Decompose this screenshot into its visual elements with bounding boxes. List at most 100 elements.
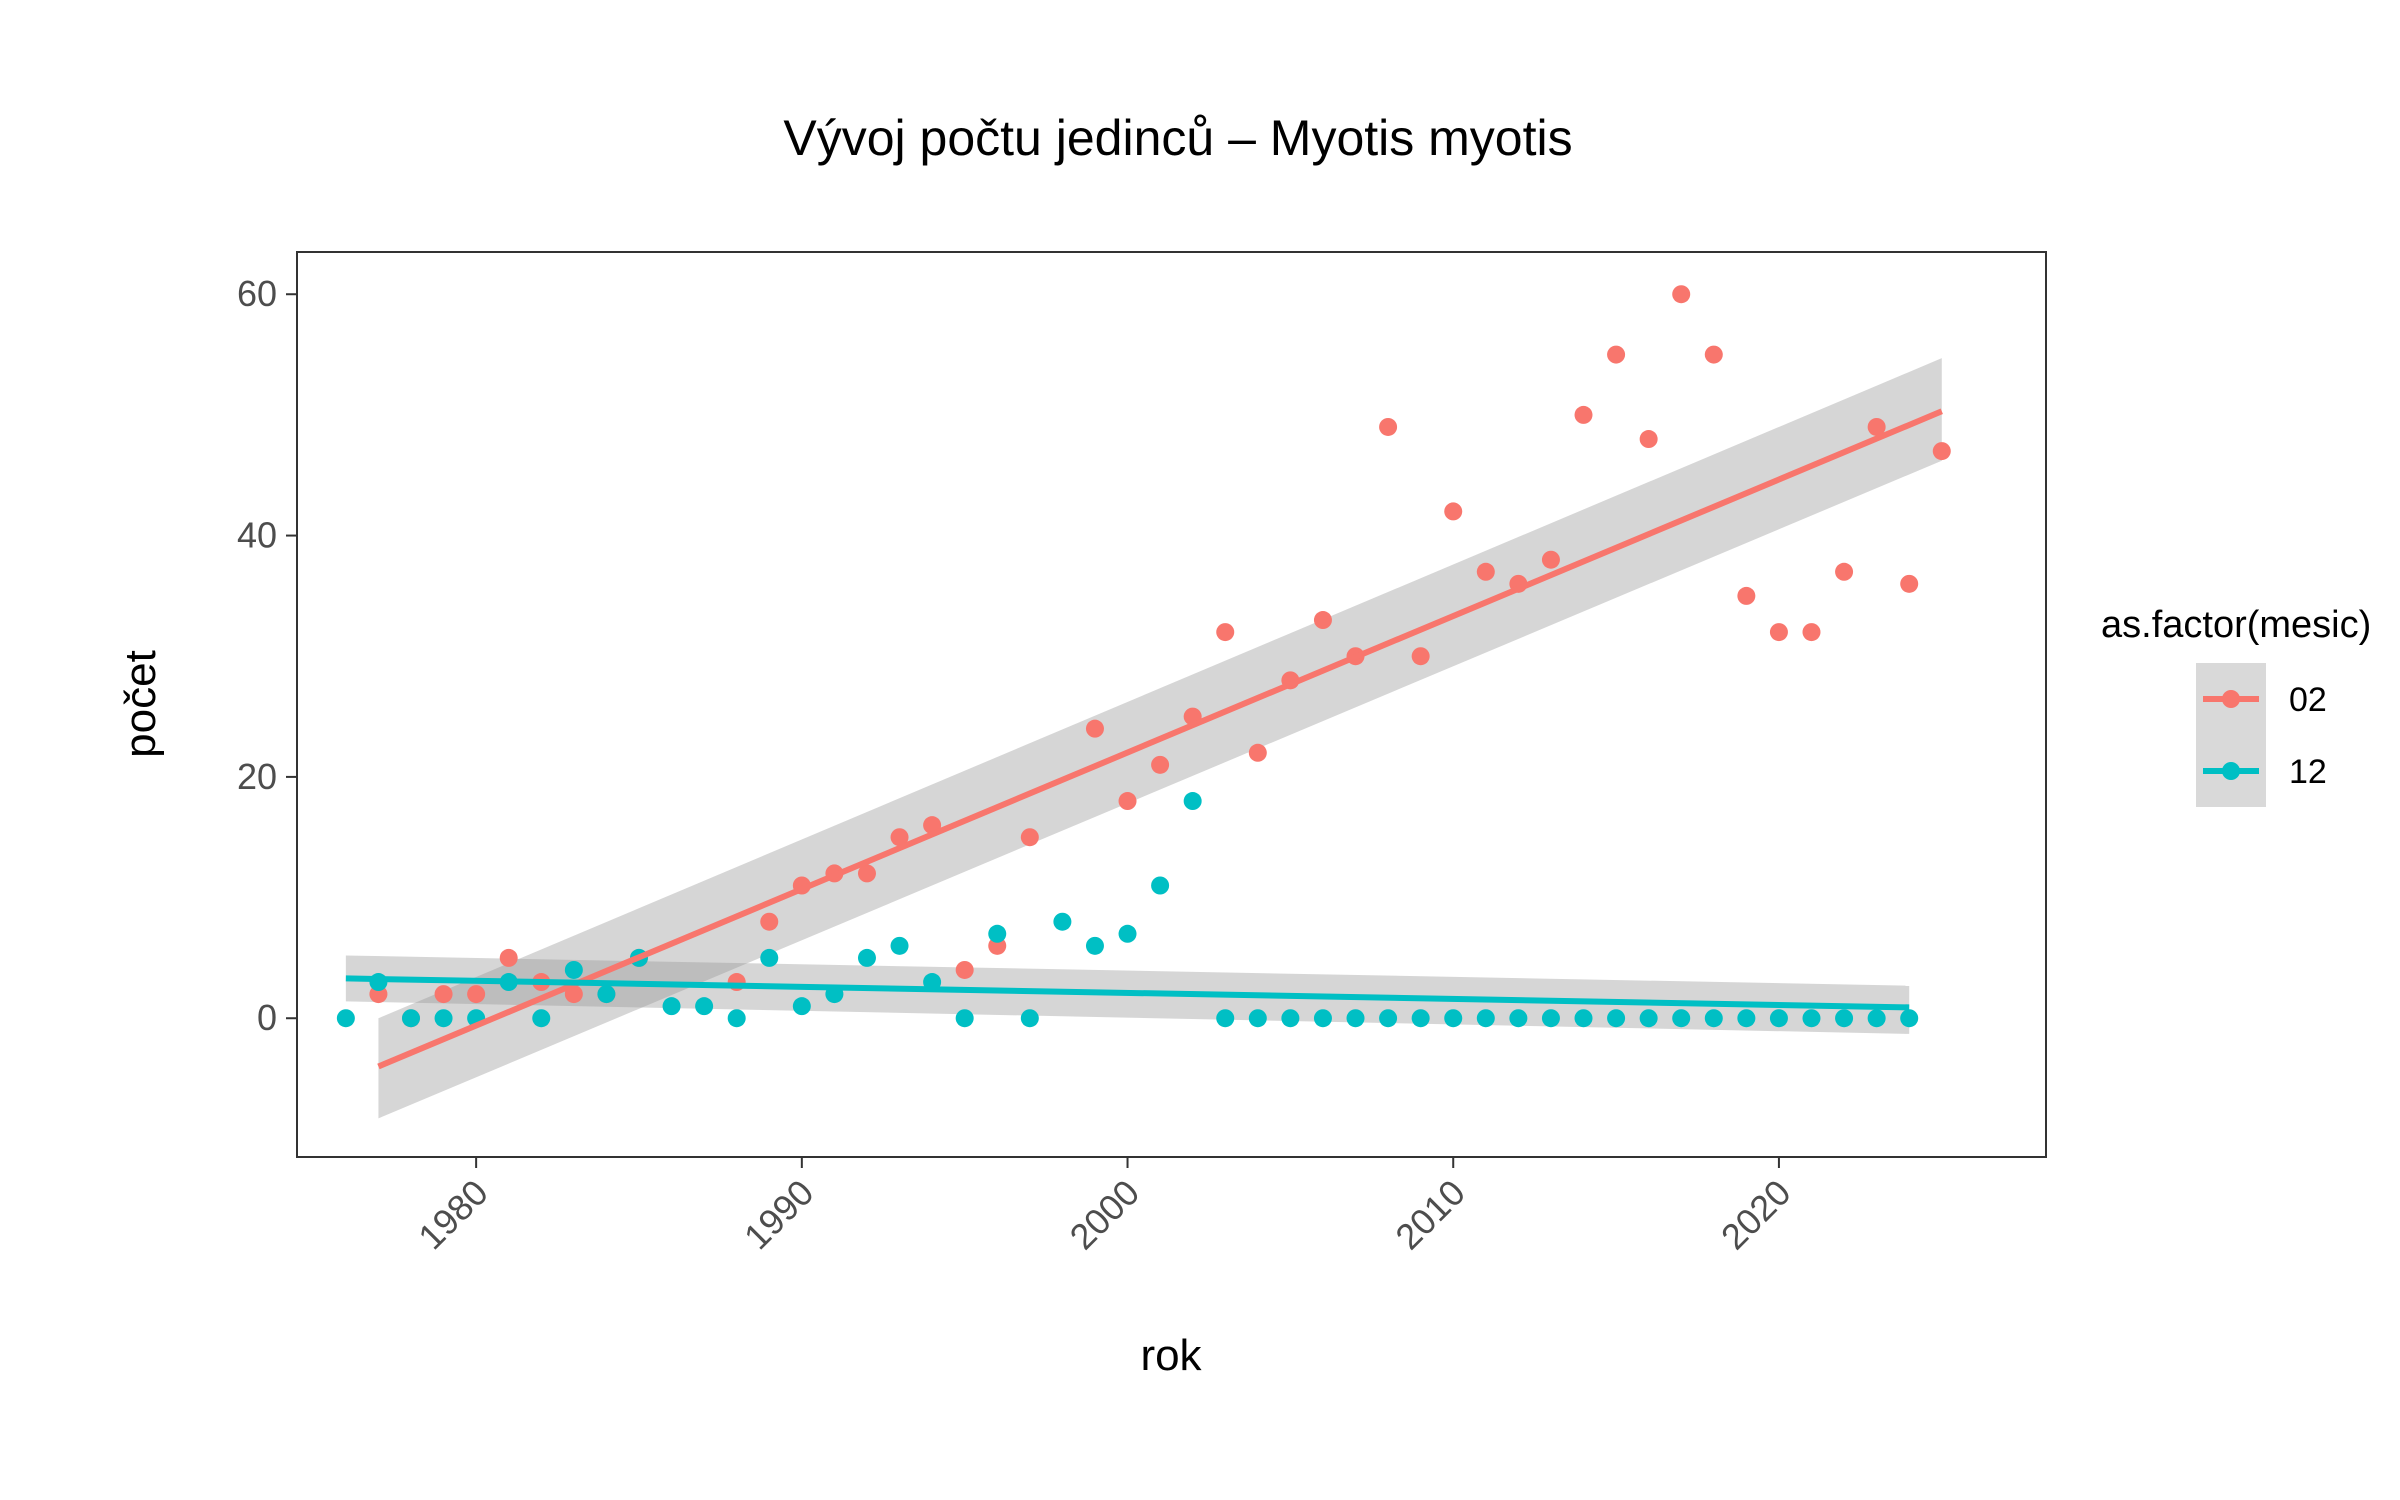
y-tick-label-40: 40	[237, 515, 277, 556]
point-12-2005	[1281, 1009, 1300, 1028]
point-02-2018	[1704, 345, 1723, 364]
point-12-2021	[1802, 1009, 1821, 1028]
point-02-2010	[1444, 502, 1463, 521]
point-02-2020	[1769, 623, 1788, 642]
point-12-2001	[1151, 876, 1170, 895]
point-12-2007	[1346, 1009, 1365, 1028]
point-12-2008	[1379, 1009, 1398, 1028]
point-02-2022	[1835, 562, 1854, 581]
point-12-2013	[1541, 1009, 1560, 1028]
point-02-2024	[1900, 574, 1919, 593]
point-12-2000	[1118, 924, 1137, 943]
point-12-2003	[1216, 1009, 1235, 1028]
point-02-1989	[760, 912, 779, 931]
legend-label-02: 02	[2289, 681, 2327, 719]
point-02-2014	[1574, 405, 1593, 424]
point-02-1981	[499, 948, 518, 967]
point-02-2001	[1151, 755, 1170, 774]
point-12-1989	[760, 948, 779, 967]
point-02-2023	[1867, 417, 1886, 436]
point-02-2003	[1216, 623, 1235, 642]
point-12-1983	[564, 960, 583, 979]
point-02-2004	[1248, 743, 1267, 762]
point-12-2014	[1574, 1009, 1593, 1028]
x-tick-label-1990: 1990	[736, 1172, 822, 1258]
point-12-1979	[434, 1009, 453, 1028]
point-02-2011	[1476, 562, 1495, 581]
y-tick-label-0: 0	[257, 997, 277, 1038]
point-12-2012	[1509, 1009, 1528, 1028]
x-tick-label-2000: 2000	[1062, 1172, 1148, 1258]
point-12-1987	[695, 997, 714, 1016]
point-12-1976	[336, 1009, 355, 1028]
point-12-1993	[890, 936, 909, 955]
point-12-2020	[1769, 1009, 1788, 1028]
point-02-2015	[1607, 345, 1626, 364]
point-02-2016	[1639, 430, 1658, 449]
point-12-2022	[1835, 1009, 1854, 1028]
point-12-1992	[857, 948, 876, 967]
point-12-2002	[1183, 792, 1202, 811]
point-02-1993	[890, 828, 909, 847]
point-02-2008	[1379, 417, 1398, 436]
point-12-2015	[1607, 1009, 1626, 1028]
legend-label-12: 12	[2289, 753, 2327, 791]
point-12-1982	[532, 1009, 551, 1028]
legend-keys: 02 12	[2196, 663, 2327, 807]
x-tick-label-2010: 2010	[1387, 1172, 1473, 1258]
y-tick-label-60: 60	[237, 273, 277, 314]
trend-line-12	[345, 975, 1910, 1011]
y-axis-title: počet	[116, 650, 165, 758]
point-12-2009	[1411, 1009, 1430, 1028]
point-12-1996	[988, 924, 1007, 943]
point-02-1999	[1085, 719, 1104, 738]
point-12-2010	[1444, 1009, 1463, 1028]
point-12-1995	[955, 1009, 974, 1028]
legend-key-point-02	[2222, 690, 2240, 708]
point-02-2021	[1802, 623, 1821, 642]
point-12-1990	[792, 997, 811, 1016]
y-tick-label-20: 20	[237, 756, 277, 797]
point-02-2009	[1411, 647, 1430, 666]
point-12-1997	[1020, 1009, 1039, 1028]
chart-title: Vývoj počtu jedinců – Myotis myotis	[783, 110, 1572, 166]
point-02-2006	[1313, 611, 1332, 630]
point-12-2023	[1867, 1009, 1886, 1028]
point-02-2013	[1541, 550, 1560, 569]
point-02-1995	[955, 960, 974, 979]
point-02-1997	[1020, 828, 1039, 847]
point-12-2017	[1672, 1009, 1691, 1028]
point-12-1999	[1085, 936, 1104, 955]
trend-line-02	[377, 408, 1943, 1070]
x-tick-label-2020: 2020	[1713, 1172, 1799, 1258]
point-02-2025	[1932, 442, 1951, 461]
plot-panel	[296, 251, 2047, 1158]
legend-key-point-12	[2222, 762, 2240, 780]
point-12-1984	[597, 985, 616, 1004]
point-12-1988	[727, 1009, 746, 1028]
legend: as.factor(mesic) 02 12	[2101, 604, 2371, 807]
x-tick-label-1980: 1980	[410, 1172, 496, 1258]
x-axis-title: rok	[1140, 1331, 1202, 1380]
point-02-1979	[434, 985, 453, 1004]
trend-lines	[345, 408, 1943, 1070]
point-12-2019	[1737, 1009, 1756, 1028]
legend-title: as.factor(mesic)	[2101, 604, 2371, 646]
point-12-1978	[401, 1009, 420, 1028]
point-12-2018	[1704, 1009, 1723, 1028]
point-12-2011	[1476, 1009, 1495, 1028]
point-02-1980	[467, 985, 486, 1004]
y-axis: 0 20 40 60	[237, 273, 297, 1038]
point-02-2019	[1737, 586, 1756, 605]
point-12-2006	[1313, 1009, 1332, 1028]
point-12-1986	[662, 997, 681, 1016]
point-12-2024	[1900, 1009, 1919, 1028]
point-12-2004	[1248, 1009, 1267, 1028]
point-02-1992	[857, 864, 876, 883]
point-02-2000	[1118, 792, 1137, 811]
x-axis: 1980 1990 2000 2010 2020	[410, 1157, 1799, 1258]
point-12-1998	[1053, 912, 1072, 931]
point-12-2016	[1639, 1009, 1658, 1028]
point-02-2017	[1672, 285, 1691, 304]
